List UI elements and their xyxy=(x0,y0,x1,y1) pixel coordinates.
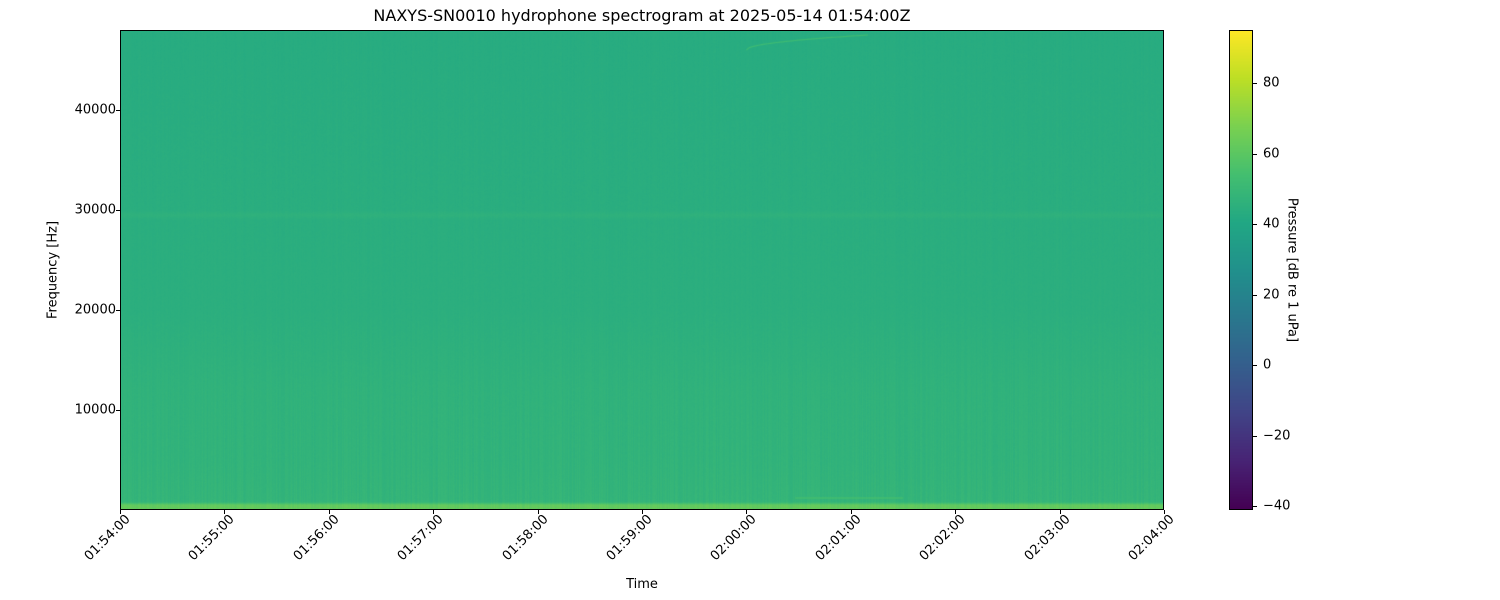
x-tick-mark xyxy=(642,510,643,514)
colorbar-tick-label: −40 xyxy=(1263,498,1291,514)
y-tick-mark xyxy=(116,310,120,311)
colorbar-tick-mark xyxy=(1253,435,1257,437)
x-tick-mark xyxy=(224,510,226,514)
x-tick-label: 02:02:00 xyxy=(916,512,969,564)
x-tick-mark xyxy=(433,510,435,514)
x-tick-mark xyxy=(746,510,748,514)
y-axis-label: Frequency [Hz] xyxy=(45,220,61,320)
colorbar-label: Pressure [dB re 1 uPa] xyxy=(1284,197,1300,343)
colorbar-tick-label: 60 xyxy=(1263,146,1280,162)
x-tick-mark xyxy=(955,510,957,514)
colorbar-tick-mark xyxy=(1253,153,1257,155)
x-tick-label: 01:58:00 xyxy=(499,512,552,564)
colorbar-tick-label: 0 xyxy=(1263,357,1272,373)
colorbar-tick-label: 20 xyxy=(1263,287,1280,303)
colorbar-tick-mark xyxy=(1253,506,1257,508)
colorbar-tick-mark xyxy=(1253,365,1257,367)
plot-frame xyxy=(120,30,1164,510)
x-tick-mark xyxy=(537,510,539,514)
y-tick-mark xyxy=(116,110,120,111)
x-tick-label: 02:04:00 xyxy=(1125,512,1178,564)
y-tick-label: 20000 xyxy=(74,302,116,318)
x-tick-mark xyxy=(328,510,330,514)
y-tick-label: 30000 xyxy=(74,202,116,218)
x-tick-mark xyxy=(850,510,852,514)
colorbar-tick-mark xyxy=(1253,294,1257,296)
colorbar-tick-label: −20 xyxy=(1263,428,1291,444)
x-tick-label: 02:01:00 xyxy=(812,512,865,564)
x-tick-mark xyxy=(120,510,121,514)
colorbar-tick-label: 80 xyxy=(1263,75,1280,91)
spectrogram-heatmap xyxy=(121,31,1163,509)
y-tick-label: 40000 xyxy=(74,102,116,118)
x-tick-mark xyxy=(1164,510,1165,514)
colorbar-tick-mark xyxy=(1253,224,1257,226)
x-axis-label: Time xyxy=(626,577,658,592)
x-tick-label: 01:57:00 xyxy=(394,512,447,564)
colorbar-tick-mark xyxy=(1253,82,1257,84)
colorbar-tick-label: 40 xyxy=(1263,216,1280,232)
x-tick-label: 01:56:00 xyxy=(290,512,343,564)
x-tick-label: 02:00:00 xyxy=(708,512,760,564)
x-tick-label: 01:54:00 xyxy=(81,512,134,564)
y-tick-label: 10000 xyxy=(74,402,116,418)
x-tick-label: 01:59:00 xyxy=(603,512,656,564)
x-tick-mark xyxy=(1059,510,1061,514)
x-tick-label: 02:03:00 xyxy=(1021,512,1074,564)
colorbar xyxy=(1229,30,1253,510)
y-tick-mark xyxy=(116,210,120,211)
x-tick-label: 01:55:00 xyxy=(186,512,238,564)
chart-title: NAXYS-SN0010 hydrophone spectrogram at 2… xyxy=(373,6,911,25)
y-tick-mark xyxy=(116,410,120,411)
